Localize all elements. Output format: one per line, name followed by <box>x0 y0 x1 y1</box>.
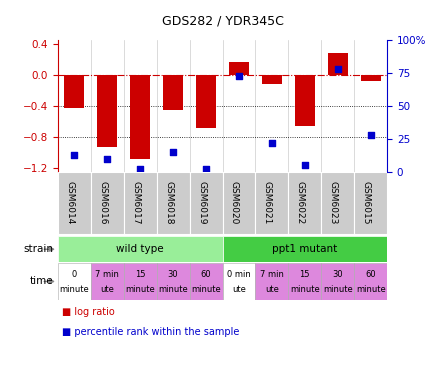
Point <box>334 66 341 72</box>
Bar <box>354 263 387 300</box>
Text: minute: minute <box>60 285 89 294</box>
Bar <box>222 263 255 300</box>
Text: minute: minute <box>356 285 385 294</box>
Text: minute: minute <box>290 285 320 294</box>
Text: GSM6017: GSM6017 <box>131 181 140 225</box>
Text: ■ log ratio: ■ log ratio <box>62 307 115 317</box>
Text: 7 min: 7 min <box>95 270 119 279</box>
Text: GSM6020: GSM6020 <box>230 181 239 225</box>
Bar <box>157 172 190 234</box>
Text: 60: 60 <box>365 270 376 279</box>
Text: minute: minute <box>323 285 352 294</box>
Point <box>367 132 374 138</box>
Bar <box>354 172 387 234</box>
Bar <box>196 75 216 128</box>
Bar <box>229 62 249 75</box>
Bar <box>124 172 157 234</box>
Point <box>104 156 111 162</box>
Bar <box>288 263 321 300</box>
Text: 60: 60 <box>201 270 211 279</box>
Text: 30: 30 <box>332 270 343 279</box>
Text: minute: minute <box>125 285 155 294</box>
Point <box>170 149 177 155</box>
Text: GSM6015: GSM6015 <box>362 181 371 225</box>
Text: ■ percentile rank within the sample: ■ percentile rank within the sample <box>62 327 240 337</box>
Bar <box>321 263 354 300</box>
Text: minute: minute <box>191 285 221 294</box>
Text: ppt1 mutant: ppt1 mutant <box>272 244 337 254</box>
Bar <box>328 53 348 75</box>
Bar <box>361 75 380 81</box>
Bar <box>58 263 91 300</box>
Text: wild type: wild type <box>116 244 164 254</box>
Bar <box>255 172 288 234</box>
Bar <box>91 263 124 300</box>
Text: GSM6014: GSM6014 <box>65 181 74 225</box>
Bar <box>130 75 150 159</box>
Bar <box>222 236 387 262</box>
Text: 30: 30 <box>168 270 178 279</box>
Text: GSM6023: GSM6023 <box>329 181 338 225</box>
Bar <box>58 172 91 234</box>
Text: 7 min: 7 min <box>260 270 284 279</box>
Text: time: time <box>30 276 53 287</box>
Text: 15: 15 <box>135 270 146 279</box>
Text: GSM6021: GSM6021 <box>263 181 272 225</box>
Bar <box>262 75 282 85</box>
Text: 0 min: 0 min <box>227 270 251 279</box>
Bar <box>58 236 222 262</box>
Text: ute: ute <box>100 285 114 294</box>
Bar <box>222 172 255 234</box>
Point <box>137 167 144 172</box>
Bar <box>190 172 222 234</box>
Point <box>202 167 210 172</box>
Bar <box>163 75 183 110</box>
Text: GSM6018: GSM6018 <box>164 181 173 225</box>
Bar <box>295 75 315 126</box>
Text: 0: 0 <box>72 270 77 279</box>
Text: GSM6019: GSM6019 <box>197 181 206 225</box>
Text: GDS282 / YDR345C: GDS282 / YDR345C <box>162 15 283 28</box>
Bar <box>97 75 117 147</box>
Bar <box>190 263 222 300</box>
Point <box>268 140 275 146</box>
Text: GSM6022: GSM6022 <box>296 181 305 225</box>
Text: GSM6016: GSM6016 <box>98 181 107 225</box>
Text: 15: 15 <box>299 270 310 279</box>
Bar <box>157 263 190 300</box>
Bar <box>65 75 84 108</box>
Bar <box>124 263 157 300</box>
Text: minute: minute <box>158 285 188 294</box>
Text: ute: ute <box>232 285 246 294</box>
Bar <box>288 172 321 234</box>
Bar <box>321 172 354 234</box>
Point <box>301 163 308 168</box>
Bar <box>255 263 288 300</box>
Point <box>235 73 243 79</box>
Text: ute: ute <box>265 285 279 294</box>
Bar <box>91 172 124 234</box>
Text: strain: strain <box>24 244 53 254</box>
Point <box>71 152 78 158</box>
